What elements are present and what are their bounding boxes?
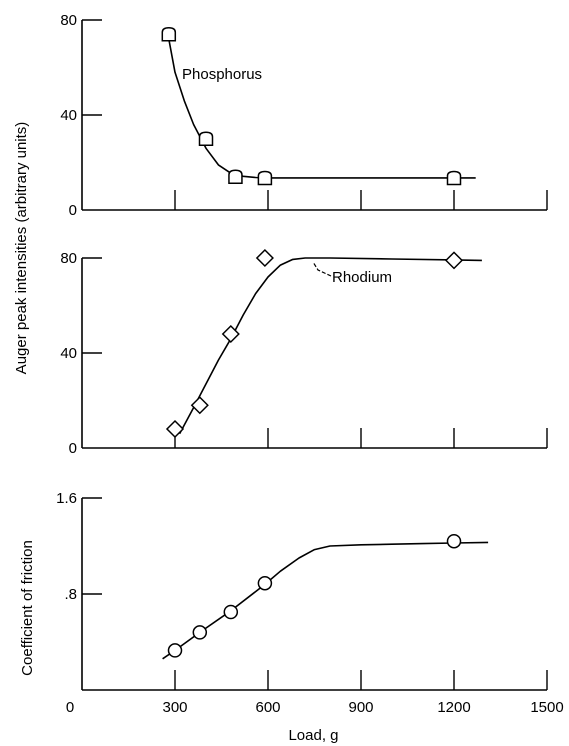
panel-friction: 0 300 600 900 1200 1500 .8 1.6 Load, g Coefficien… <box>19 490 564 744</box>
phosphorus-data-point <box>257 170 273 186</box>
friction-data-point <box>257 575 273 591</box>
phosphorus-fit-curve <box>168 38 476 179</box>
phosphorus-annotation: Phosphorus <box>182 66 262 83</box>
friction-y-tick-label: .8 <box>64 586 77 603</box>
auger-y-axis-label: Auger peak intensities (arbitrary units) <box>13 122 30 375</box>
friction-data-point <box>446 533 462 549</box>
friction-data-point <box>167 643 183 658</box>
phosphorus-data-point <box>228 169 243 184</box>
friction-x-tick-label: 1200 <box>437 699 470 716</box>
rhodium-data-point <box>255 248 274 268</box>
friction-fit-curve <box>162 541 489 660</box>
friction-y-tick-label: 1.6 <box>56 490 77 507</box>
panel-rhodium: 0 40 80 Rhodium <box>60 248 548 457</box>
phosphorus-y-tick-label: 80 <box>60 12 77 29</box>
phosphorus-data-point <box>161 26 177 42</box>
rhodium-data-point <box>221 324 240 344</box>
rhodium-data-point <box>444 251 464 270</box>
friction-data-point <box>192 625 208 640</box>
phosphorus-y-tick-label: 40 <box>60 107 77 124</box>
rhodium-y-tick-label: 80 <box>60 250 77 267</box>
rhodium-data-point <box>165 419 185 439</box>
friction-x-tick-label: 600 <box>255 699 280 716</box>
rhodium-fit-curve <box>178 257 482 435</box>
phosphorus-y-tick-label: 0 <box>69 202 77 219</box>
rhodium-y-tick-label: 0 <box>69 440 77 457</box>
phosphorus-data-point <box>198 131 214 146</box>
friction-data-point <box>223 604 239 620</box>
panel-phosphorus: 0 40 80 Phosphorus <box>60 12 548 219</box>
friction-x-tick-label: 1500 <box>530 699 563 716</box>
rhodium-data-point <box>190 396 209 415</box>
rhodium-annotation-leader <box>312 261 332 277</box>
x-axis-label: Load, g <box>288 727 338 744</box>
friction-x-tick-label: 0 <box>66 699 74 716</box>
rhodium-annotation: Rhodium <box>332 269 392 286</box>
rhodium-y-tick-label: 40 <box>60 345 77 362</box>
friction-y-axis-label: Coefficient of friction <box>19 540 36 676</box>
friction-x-tick-label: 300 <box>162 699 187 716</box>
friction-x-tick-label: 900 <box>348 699 373 716</box>
phosphorus-data-point <box>446 170 462 186</box>
